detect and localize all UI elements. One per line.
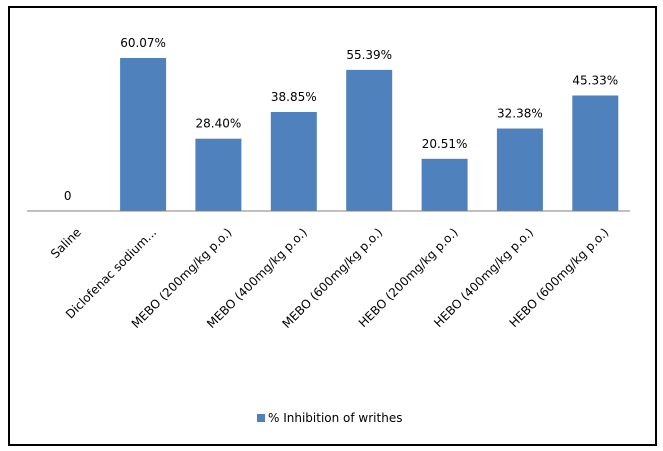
category-label: Saline: [48, 225, 84, 261]
data-label: 45.33%: [572, 74, 618, 88]
legend-swatch: [257, 414, 265, 422]
data-label: 38.85%: [271, 90, 317, 104]
bars-layer: [120, 58, 619, 212]
data-label: 32.38%: [497, 107, 543, 121]
bar: [346, 69, 393, 212]
bar: [572, 95, 619, 211]
bar: [496, 128, 543, 211]
legend: % Inhibition of writhes: [257, 411, 402, 425]
value-labels-layer: 0 60.07% 28.40% 38.85% 55.39% 20.51% 32.38% 45.…: [64, 36, 618, 203]
data-label: 60.07%: [120, 36, 166, 50]
data-label: 28.40%: [196, 117, 242, 131]
bar: [120, 58, 167, 211]
data-label: 20.51%: [422, 137, 468, 151]
data-label: 0: [64, 189, 72, 203]
bar: [195, 138, 242, 211]
bar: [270, 112, 317, 211]
chart-frame: [8, 6, 657, 446]
bar: [421, 158, 468, 211]
data-label: 55.39%: [346, 48, 392, 62]
legend-label: % Inhibition of writhes: [268, 411, 402, 425]
